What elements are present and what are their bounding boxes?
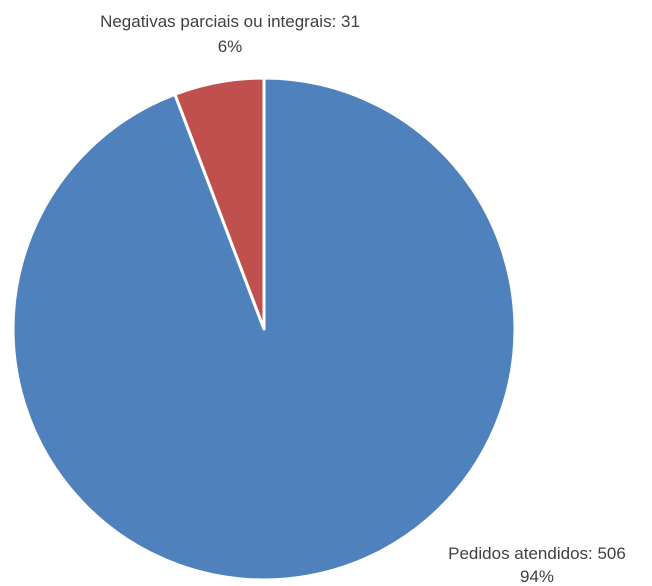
label-negativas-line1: Negativas parciais ou integrais: 31 <box>100 12 360 31</box>
label-pedidos-atendidos-line2: 94% <box>520 567 554 586</box>
label-pedidos-atendidos-line1: Pedidos atendidos: 506 <box>448 544 626 563</box>
label-negativas-line2: 6% <box>218 37 243 56</box>
pie-slice-negativas-parciais-ou-integrais <box>173 76 266 331</box>
pie-slices <box>11 76 517 582</box>
